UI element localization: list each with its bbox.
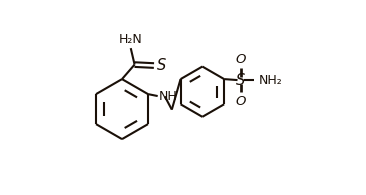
Text: H₂N: H₂N <box>119 33 143 46</box>
Text: O: O <box>235 95 246 108</box>
Text: O: O <box>235 53 246 66</box>
Text: NH: NH <box>158 90 178 103</box>
Text: NH₂: NH₂ <box>259 74 283 87</box>
Text: S: S <box>236 73 245 88</box>
Text: S: S <box>157 58 166 73</box>
